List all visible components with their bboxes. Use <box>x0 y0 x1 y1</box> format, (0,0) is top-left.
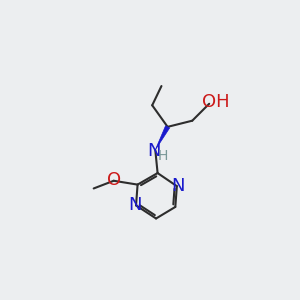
Text: H: H <box>158 149 168 163</box>
Text: OH: OH <box>202 93 229 111</box>
Text: N: N <box>128 196 141 214</box>
Polygon shape <box>155 126 170 150</box>
Text: O: O <box>106 171 121 189</box>
Text: N: N <box>172 177 185 195</box>
Text: N: N <box>147 142 160 160</box>
